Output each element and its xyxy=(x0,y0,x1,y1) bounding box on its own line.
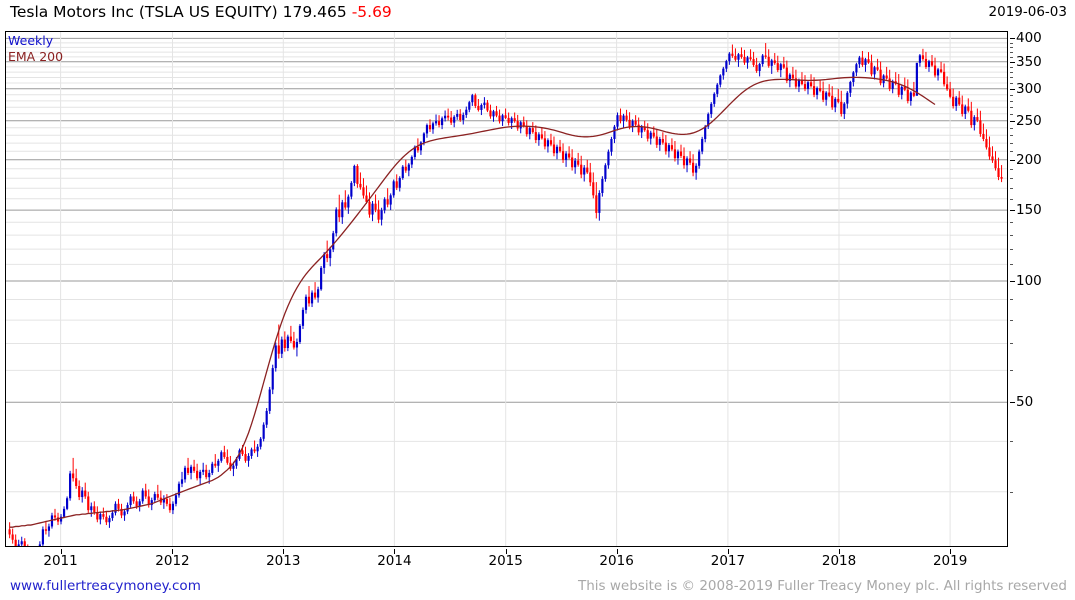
y-axis-tick-label: 400 xyxy=(1016,30,1042,47)
price-change: -5.69 xyxy=(351,3,392,21)
y-axis-tick-mark xyxy=(1010,88,1015,90)
y-axis-tick-mark xyxy=(1010,38,1015,40)
copyright-notice: This website is © 2008-2019 Fuller Treac… xyxy=(578,578,1067,594)
y-axis-minor-tick xyxy=(1010,56,1013,58)
major-gridlines xyxy=(6,37,1007,403)
ema-200-line xyxy=(9,76,936,528)
y-axis-tick-label: 250 xyxy=(1016,112,1042,129)
page-title: Tesla Motors Inc (TSLA US EQUITY) 179.46… xyxy=(10,3,392,21)
site-url[interactable]: www.fullertreacymoney.com xyxy=(10,578,201,594)
y-axis-tick-mark xyxy=(1010,281,1015,283)
y-axis-minor-tick xyxy=(1010,151,1013,153)
y-axis-minor-tick xyxy=(1010,264,1013,266)
x-axis-tick-mark xyxy=(616,549,618,554)
x-axis-tick-mark xyxy=(394,549,396,554)
y-axis-tick-mark xyxy=(1010,120,1015,122)
y-axis-tick-label: 200 xyxy=(1016,151,1042,168)
y-axis-tick-label: 50 xyxy=(1016,394,1034,411)
x-axis-tick-label: 2012 xyxy=(155,553,190,569)
x-axis-tick-label: 2015 xyxy=(488,553,523,569)
year-gridlines xyxy=(60,32,951,546)
instrument-name: Tesla Motors Inc (TSLA US EQUITY) xyxy=(10,3,278,21)
chart-legend: Weekly EMA 200 xyxy=(8,33,63,65)
y-axis-minor-tick xyxy=(1010,249,1013,251)
last-price: 179.465 xyxy=(282,3,347,21)
y-axis-minor-tick xyxy=(1010,100,1013,102)
x-axis-tick-label: 2013 xyxy=(266,553,301,569)
x-axis-tick-label: 2014 xyxy=(377,553,412,569)
x-axis-tick-mark xyxy=(283,549,285,554)
chart-canvas xyxy=(6,32,1007,546)
y-axis-minor-tick xyxy=(1010,127,1013,129)
y-axis-minor-tick xyxy=(1010,491,1013,493)
x-axis-tick-label: 2011 xyxy=(43,553,78,569)
y-axis-minor-tick xyxy=(1010,198,1013,200)
y-axis-minor-tick xyxy=(1010,135,1013,137)
y-axis-tick-label: 150 xyxy=(1016,202,1042,219)
y-axis-minor-tick xyxy=(1010,52,1013,54)
price-chart[interactable] xyxy=(5,31,1008,547)
y-axis-minor-tick xyxy=(1010,42,1013,44)
y-axis-minor-tick xyxy=(1010,143,1013,145)
y-axis-minor-tick xyxy=(1010,66,1013,68)
x-axis-tick-mark xyxy=(839,549,841,554)
x-axis-tick-mark xyxy=(60,549,62,554)
y-axis-minor-tick xyxy=(1010,77,1013,79)
x-axis: 2011 2012 2013 2014 2015 2016 2017 2018 2019 xyxy=(5,549,1008,571)
y-axis-minor-tick xyxy=(1010,222,1013,224)
y-axis-minor-tick xyxy=(1010,343,1013,345)
x-axis-tick-mark xyxy=(950,549,952,554)
y-axis: 400 350 300 250 200 150 100 50 xyxy=(1010,30,1075,547)
x-axis-tick-mark xyxy=(727,549,729,554)
y-axis-minor-tick xyxy=(1010,235,1013,237)
y-axis-tick-label: 100 xyxy=(1016,273,1042,290)
legend-item-ema200: EMA 200 xyxy=(8,49,64,64)
y-axis-tick-mark xyxy=(1010,61,1015,63)
legend-item-weekly: Weekly xyxy=(8,33,54,48)
x-axis-tick-label: 2016 xyxy=(599,553,634,569)
minor-gridlines xyxy=(6,42,1007,493)
chart-header: Tesla Motors Inc (TSLA US EQUITY) 179.46… xyxy=(0,0,1075,26)
y-axis-minor-tick xyxy=(1010,72,1013,74)
y-axis-tick-mark xyxy=(1010,210,1015,212)
y-axis-minor-tick xyxy=(1010,107,1013,109)
y-axis-tick-mark xyxy=(1010,159,1015,161)
y-axis-tick-label: 350 xyxy=(1016,53,1042,70)
y-axis-minor-tick xyxy=(1010,320,1013,322)
y-axis-minor-tick xyxy=(1010,113,1013,115)
y-axis-minor-tick xyxy=(1010,83,1013,85)
x-axis-tick-label: 2017 xyxy=(710,553,746,569)
y-axis-tick-mark xyxy=(1010,402,1015,404)
y-axis-minor-tick xyxy=(1010,299,1013,301)
x-axis-tick-mark xyxy=(172,549,174,554)
y-axis-minor-tick xyxy=(1010,94,1013,96)
y-axis-minor-tick xyxy=(1010,188,1013,190)
x-axis-tick-label: 2019 xyxy=(932,553,968,569)
y-axis-minor-tick xyxy=(1010,370,1013,372)
y-axis-minor-tick xyxy=(1010,441,1013,443)
y-axis-minor-tick xyxy=(1010,168,1013,170)
x-axis-tick-mark xyxy=(505,549,507,554)
y-axis-tick-label: 300 xyxy=(1016,80,1042,97)
quote-date: 2019-06-03 xyxy=(988,4,1067,20)
y-axis-minor-tick xyxy=(1010,47,1013,49)
x-axis-tick-label: 2018 xyxy=(821,553,857,569)
y-axis-minor-tick xyxy=(1010,178,1013,180)
